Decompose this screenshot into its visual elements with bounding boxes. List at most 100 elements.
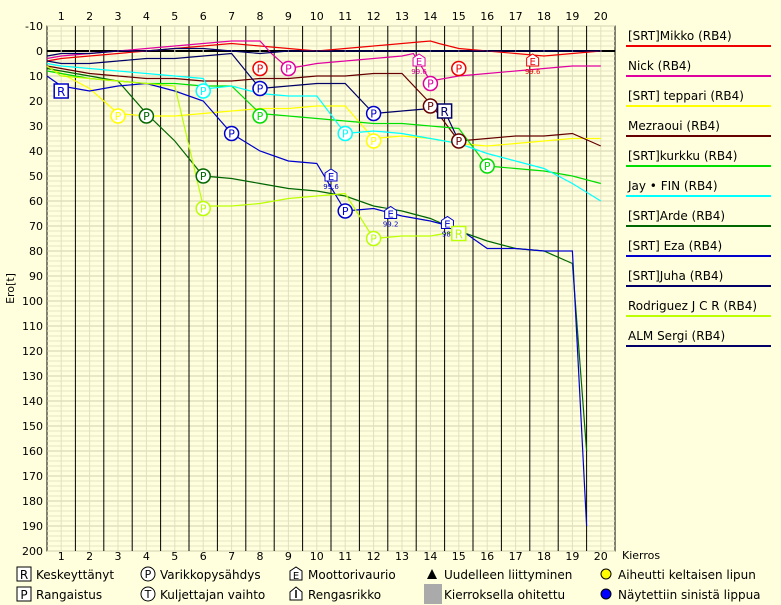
x-tick-label-bottom: 17 — [509, 550, 523, 563]
x-tick-label-top: 18 — [537, 10, 551, 23]
bottom-legend-item-7: Rengasrikko — [289, 586, 381, 602]
y-tick-label: 150 — [22, 420, 43, 433]
marker-P-8: P — [252, 80, 268, 97]
side-legend: [SRT]Mikko (RB4) Nick (RB4) [SRT] teppari … — [626, 29, 771, 347]
marker-circle — [195, 83, 211, 99]
marker-letter: P — [342, 128, 349, 141]
marker-layer: RP PPPPPPPPPE99.6PPPPE99.2PE99.6PPE98.RPP… — [53, 53, 541, 247]
marker-letter: P — [370, 233, 377, 246]
bottom-legend: R Keskeyttänyt P Varikkopysähdys E Moottoriva… — [16, 566, 761, 604]
x-tick-label-top: 17 — [509, 10, 523, 23]
marker-letter: P — [285, 63, 292, 76]
x-tick-label-top: 8 — [257, 10, 264, 23]
marker-letter: E — [444, 220, 450, 231]
marker-P-12: P — [337, 125, 353, 142]
marker-P-4: P — [195, 168, 211, 184]
x-tick-label-bottom: 15 — [452, 550, 466, 563]
marker-letter: P — [427, 78, 434, 91]
marker-E-27: E99.6 — [525, 53, 541, 76]
y-tick-label: 80 — [29, 245, 43, 258]
series-line-5 — [46, 62, 602, 202]
legend-symbol-box — [16, 586, 32, 602]
y-tick-label: 50 — [29, 170, 43, 183]
marker-E-11: E99.6 — [323, 168, 339, 191]
y-tick-label: 170 — [22, 470, 43, 483]
marker-letter: P — [427, 100, 434, 113]
x-tick-label-top: 19 — [565, 10, 579, 23]
marker-P-13: P — [337, 203, 353, 219]
marker-letter: P — [484, 160, 491, 173]
marker-circle — [252, 60, 268, 77]
marker-circle — [365, 133, 382, 149]
x-tick-label-top: 13 — [395, 10, 409, 23]
marker-letter: R — [440, 105, 448, 119]
marker-P-9: P — [252, 108, 268, 124]
marker-circle — [223, 125, 240, 142]
marker-letter: P — [257, 83, 264, 96]
marker-value-label: 98. — [442, 231, 453, 239]
x-tick-label-bottom: 1 — [58, 550, 65, 563]
x-tick-label-bottom: 19 — [565, 550, 579, 563]
marker-P-1: P — [110, 108, 126, 124]
bottom-legend-label: Rengasrikko — [308, 588, 381, 602]
legend-item-label-6: [SRT]Arde (RB4) — [628, 209, 725, 223]
legend-item-label-8: [SRT]Juha (RB4) — [628, 269, 723, 283]
x-tick-label-bottom: 13 — [395, 550, 409, 563]
marker-E-21: E98. — [440, 215, 454, 239]
x-tick-label-top: 12 — [367, 10, 381, 23]
marker-box — [451, 225, 467, 242]
x-tick-label-top: 4 — [143, 10, 150, 23]
legend-symbol-triangle — [427, 569, 437, 579]
marker-letter: P — [200, 170, 207, 183]
x-tick-label-bottom: 2 — [86, 550, 93, 563]
y-tick-label: 90 — [29, 270, 43, 283]
marker-value-label: 99.6 — [525, 68, 541, 76]
legend-symbol-letter: P — [20, 588, 27, 602]
marker-pentagon — [324, 168, 338, 182]
x-tick-label-top: 1 — [58, 10, 65, 23]
marker-E-18: E99.6 — [411, 53, 427, 76]
marker-circle — [252, 80, 268, 97]
y-tick-label: 160 — [22, 445, 43, 458]
x-tick-label-top: 9 — [285, 10, 292, 23]
y-axis-title: Ero[t] — [4, 273, 17, 304]
bottom-legend-label: Uudelleen liittyminen — [444, 568, 572, 582]
series-line-0 — [46, 40, 601, 62]
x-tick-label-bottom: 16 — [480, 550, 494, 563]
x-tick-label-bottom: 3 — [115, 550, 122, 563]
series-line-7 — [46, 75, 588, 527]
legend-item-label-3: Mezraoui (RB4) — [628, 119, 720, 133]
marker-circle — [138, 108, 155, 124]
y-tick-label: -10 — [25, 20, 43, 33]
x-tick-label-bottom: 11 — [338, 550, 352, 563]
legend-symbol-letter: T — [144, 588, 152, 601]
marker-R-25: R — [451, 225, 467, 242]
legend-symbol-pentagon — [289, 566, 303, 581]
marker-pentagon — [526, 53, 540, 67]
marker-circle — [337, 203, 353, 219]
bottom-legend-label: Varikkopysähdys — [160, 568, 261, 582]
bottom-legend-item-3: Uudelleen liittyminen — [427, 568, 572, 582]
marker-P-14: P — [365, 105, 382, 122]
bottom-legend-item-1: P Varikkopysähdys — [140, 566, 261, 582]
y-tick-label: 70 — [29, 220, 43, 233]
x-tick-label-bottom: 14 — [423, 550, 437, 563]
y-tick-label: 10 — [29, 70, 43, 83]
marker-R-22: R — [436, 103, 453, 119]
legend-symbol-grey-box — [424, 584, 442, 604]
marker-P-2: P — [138, 108, 155, 124]
marker-P-7: P — [252, 60, 268, 77]
marker-circle — [451, 133, 467, 149]
marker-letter: P — [257, 63, 264, 76]
x-tick-label-top: 20 — [594, 10, 608, 23]
marker-letter: P — [455, 135, 462, 148]
x-tick-label-bottom: 12 — [367, 550, 381, 563]
series-line-3 — [46, 65, 602, 147]
x-tick-label-bottom: 9 — [285, 550, 292, 563]
legend-symbol-circle — [140, 566, 156, 582]
marker-circle — [451, 60, 467, 77]
x-tick-label-top: 6 — [200, 10, 207, 23]
x-tick-label-top: 2 — [86, 10, 93, 23]
marker-E-16: E99.2 — [383, 205, 398, 229]
legend-symbol-letter: E — [293, 571, 299, 582]
